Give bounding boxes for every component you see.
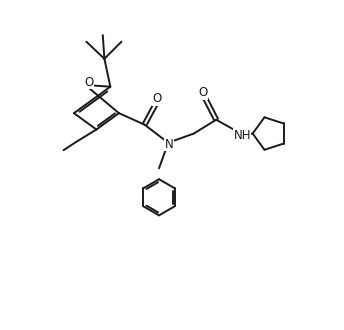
Text: O: O: [152, 92, 161, 105]
Text: O: O: [198, 86, 208, 99]
Text: NH: NH: [233, 129, 251, 142]
Text: O: O: [84, 76, 93, 89]
Text: N: N: [164, 138, 173, 150]
